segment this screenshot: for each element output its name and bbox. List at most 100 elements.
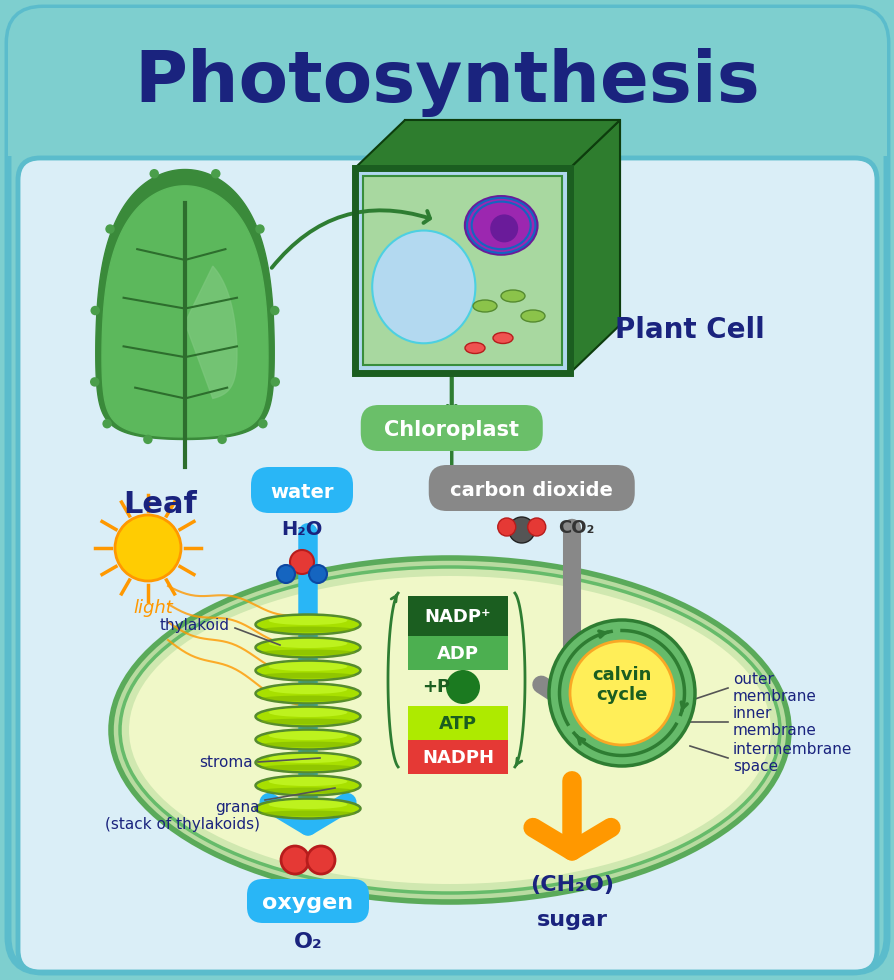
Ellipse shape: [260, 718, 355, 724]
Ellipse shape: [268, 777, 347, 786]
Circle shape: [255, 224, 265, 234]
Ellipse shape: [268, 639, 347, 648]
Ellipse shape: [255, 775, 360, 796]
Ellipse shape: [260, 742, 355, 748]
Polygon shape: [355, 120, 620, 168]
Text: inner
membrane: inner membrane: [732, 706, 816, 738]
Circle shape: [114, 515, 181, 581]
Ellipse shape: [255, 614, 360, 634]
FancyBboxPatch shape: [428, 465, 634, 511]
Ellipse shape: [129, 576, 770, 884]
Circle shape: [143, 435, 153, 444]
Circle shape: [290, 550, 314, 574]
FancyBboxPatch shape: [408, 740, 508, 774]
FancyBboxPatch shape: [408, 636, 508, 670]
Text: intermembrane
space: intermembrane space: [732, 742, 851, 774]
Ellipse shape: [260, 696, 355, 702]
Ellipse shape: [268, 708, 347, 717]
Ellipse shape: [372, 230, 475, 343]
Ellipse shape: [268, 662, 347, 671]
Ellipse shape: [520, 310, 544, 322]
Text: thylakoid: thylakoid: [160, 617, 230, 632]
Text: NADP⁺: NADP⁺: [425, 608, 491, 626]
Ellipse shape: [260, 650, 355, 656]
Ellipse shape: [255, 799, 360, 818]
Circle shape: [149, 169, 159, 178]
Text: Leaf: Leaf: [123, 490, 197, 519]
Ellipse shape: [255, 638, 360, 658]
Ellipse shape: [111, 558, 789, 902]
Circle shape: [281, 846, 308, 874]
Circle shape: [569, 641, 673, 745]
Ellipse shape: [501, 290, 525, 302]
Ellipse shape: [268, 754, 347, 763]
Ellipse shape: [260, 810, 355, 816]
FancyBboxPatch shape: [250, 467, 352, 513]
Text: Plant Cell: Plant Cell: [614, 316, 764, 344]
Ellipse shape: [472, 300, 496, 312]
Ellipse shape: [268, 685, 347, 694]
Circle shape: [490, 215, 518, 242]
Ellipse shape: [268, 731, 347, 740]
Text: light: light: [133, 599, 173, 617]
FancyBboxPatch shape: [247, 879, 368, 923]
Text: calvin
cycle: calvin cycle: [592, 665, 651, 705]
Polygon shape: [102, 186, 267, 437]
Ellipse shape: [255, 753, 360, 772]
Bar: [355, 168, 569, 373]
Circle shape: [211, 169, 220, 178]
Circle shape: [217, 435, 226, 444]
Circle shape: [548, 620, 695, 766]
Text: H₂O: H₂O: [281, 520, 323, 539]
Text: sugar: sugar: [536, 910, 607, 930]
Text: CO₂: CO₂: [558, 519, 595, 537]
Text: water: water: [270, 482, 333, 502]
Polygon shape: [569, 120, 620, 373]
Circle shape: [90, 377, 99, 387]
Polygon shape: [405, 120, 620, 325]
Ellipse shape: [465, 342, 485, 354]
Text: ATP: ATP: [439, 715, 477, 733]
Circle shape: [90, 306, 100, 316]
Bar: [8, 110, 886, 156]
Text: outer
membrane: outer membrane: [732, 672, 816, 705]
Circle shape: [257, 419, 267, 428]
Bar: [355, 168, 569, 373]
Text: grana
(stack of thylakoids): grana (stack of thylakoids): [105, 800, 260, 832]
Ellipse shape: [255, 707, 360, 726]
Ellipse shape: [260, 672, 355, 678]
Circle shape: [307, 846, 334, 874]
Ellipse shape: [255, 729, 360, 750]
FancyBboxPatch shape: [360, 405, 542, 451]
Text: +P: +P: [421, 678, 450, 696]
FancyBboxPatch shape: [8, 8, 886, 156]
Text: Chloroplast: Chloroplast: [384, 420, 519, 440]
Ellipse shape: [260, 764, 355, 770]
Circle shape: [445, 670, 479, 704]
Ellipse shape: [120, 567, 780, 893]
FancyBboxPatch shape: [8, 8, 886, 972]
Text: NADPH: NADPH: [422, 749, 493, 767]
Circle shape: [105, 224, 114, 234]
FancyBboxPatch shape: [408, 706, 508, 740]
Text: carbon dioxide: carbon dioxide: [450, 480, 612, 500]
Circle shape: [308, 565, 326, 583]
Circle shape: [527, 518, 545, 536]
Circle shape: [270, 377, 280, 387]
Circle shape: [497, 518, 515, 536]
Text: (CH₂O): (CH₂O): [529, 875, 613, 895]
Text: Photosynthesis: Photosynthesis: [134, 47, 759, 117]
FancyBboxPatch shape: [18, 158, 876, 972]
Ellipse shape: [465, 196, 536, 255]
Text: O₂: O₂: [293, 932, 322, 952]
Circle shape: [102, 419, 112, 428]
Ellipse shape: [493, 332, 512, 344]
Text: stroma: stroma: [199, 755, 253, 769]
Text: oxygen: oxygen: [262, 893, 353, 913]
Ellipse shape: [255, 683, 360, 704]
Circle shape: [276, 565, 295, 583]
FancyBboxPatch shape: [408, 596, 508, 636]
Ellipse shape: [268, 616, 347, 625]
Circle shape: [508, 517, 534, 543]
Ellipse shape: [260, 788, 355, 794]
